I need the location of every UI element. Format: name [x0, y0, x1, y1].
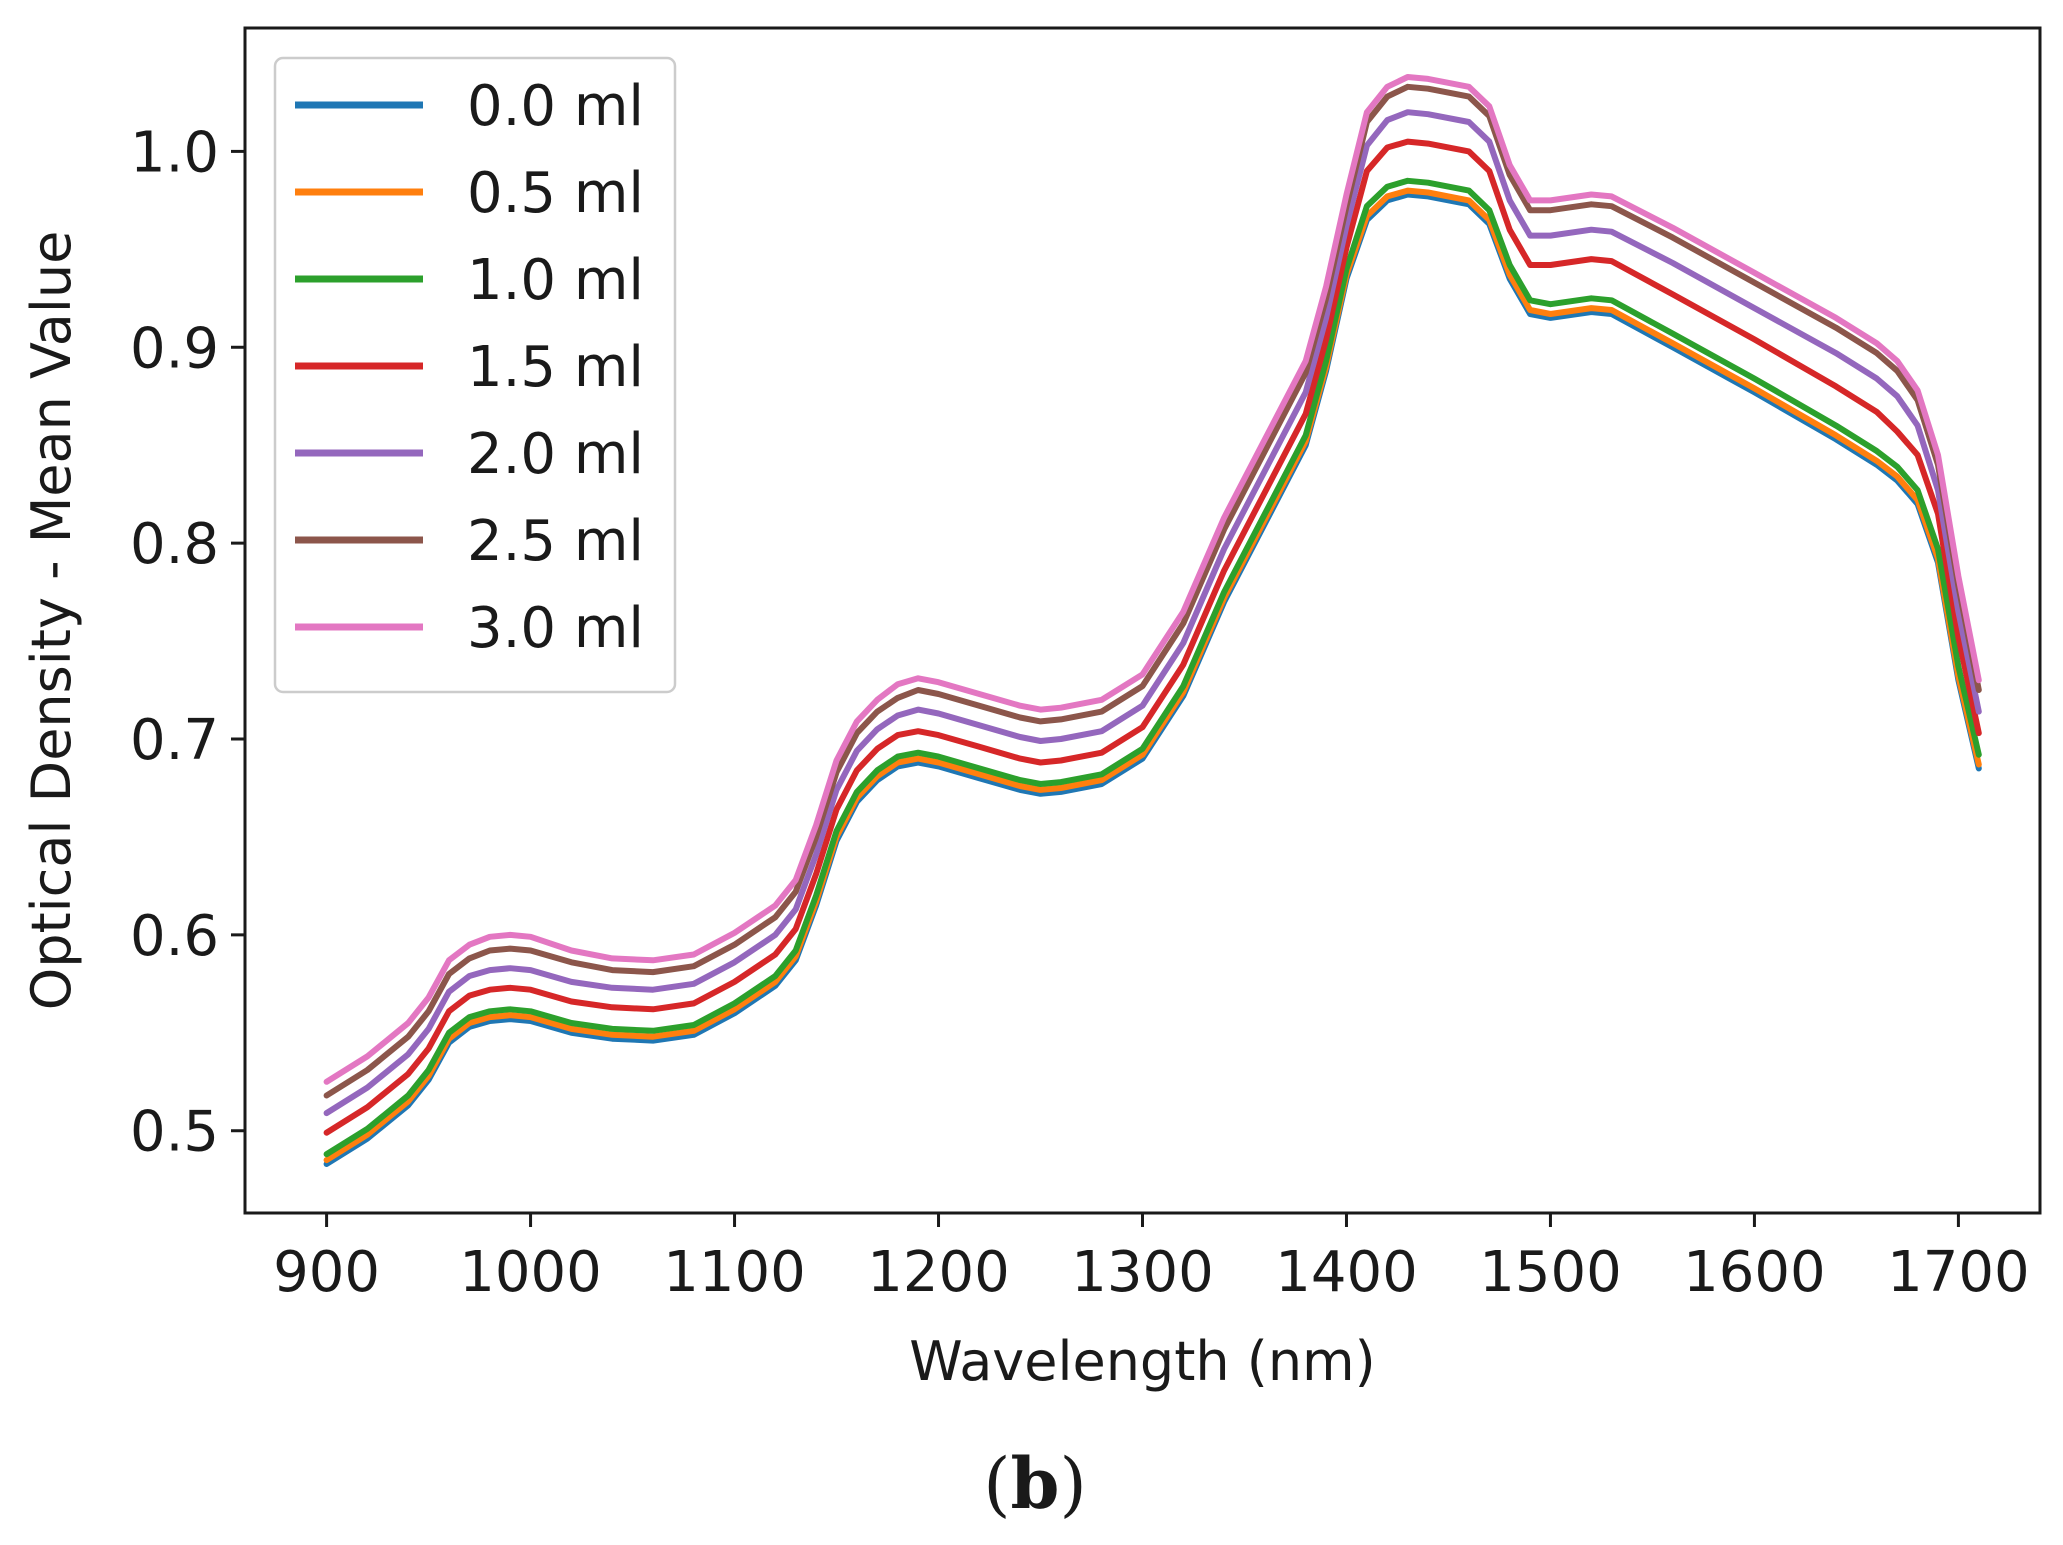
legend-items: 0.0 ml 0.5 ml 1.0 ml 1.5 ml 2.0 ml 2.5 ml 3.0 …: [295, 74, 644, 661]
y-tick-label: 1.0: [130, 120, 219, 185]
series-line-1: [323, 187, 1982, 1164]
y-axis: 0.5 0.6 0.7 0.8 0.9 1.0: [130, 120, 245, 1165]
y-tick-label: 0.5: [130, 1100, 219, 1165]
y-tick-label: 0.6: [130, 904, 219, 969]
x-tick-label: 1400: [1275, 1240, 1418, 1305]
legend-label-5: 2.5 ml: [467, 509, 644, 574]
x-axis-label: Wavelength (nm): [909, 1330, 1375, 1393]
series-line-2: [323, 177, 1982, 1158]
legend-label-3: 1.5 ml: [467, 335, 644, 400]
series-line-3: [323, 138, 1982, 1136]
y-axis-label: Optical Density - Mean Value: [20, 231, 83, 1011]
x-axis: 900 1000 1100 1200 1300 1400 1500 1600 1700: [273, 1213, 2030, 1305]
legend-label-2: 1.0 ml: [467, 248, 644, 313]
series-line-4: [323, 109, 1982, 1117]
caption-open-paren: (: [983, 1443, 1010, 1525]
caption-close-paren: ): [1059, 1443, 1086, 1525]
series-line-5: [323, 83, 1982, 1099]
caption-letter: b: [1011, 1442, 1060, 1525]
legend-label-1: 0.5 ml: [467, 161, 644, 226]
series-line-0: [323, 191, 1982, 1167]
x-tick-label: 1000: [459, 1240, 602, 1305]
x-tick-label: 1300: [1071, 1240, 1214, 1305]
x-tick-label: 1600: [1683, 1240, 1826, 1305]
legend-label-4: 2.0 ml: [467, 422, 644, 487]
x-tick-label: 1200: [867, 1240, 1010, 1305]
series-line-6: [323, 74, 1982, 1085]
y-tick-label: 0.8: [130, 512, 219, 577]
legend: 0.0 ml 0.5 ml 1.0 ml 1.5 ml 2.0 ml 2.5 ml 3.0 …: [273, 56, 677, 694]
figure-caption: (b): [983, 1442, 1087, 1525]
x-tick-label: 900: [273, 1240, 380, 1305]
legend-label-0: 0.0 ml: [467, 74, 644, 139]
plot-lines: [323, 74, 1982, 1167]
x-tick-label: 1500: [1479, 1240, 1622, 1305]
x-tick-label: 1700: [1887, 1240, 2030, 1305]
legend-label-6: 3.0 ml: [467, 596, 644, 661]
y-tick-label: 0.9: [130, 316, 219, 381]
legend-box: [273, 56, 677, 694]
x-tick-label: 1100: [663, 1240, 806, 1305]
y-tick-label: 0.7: [130, 708, 219, 773]
